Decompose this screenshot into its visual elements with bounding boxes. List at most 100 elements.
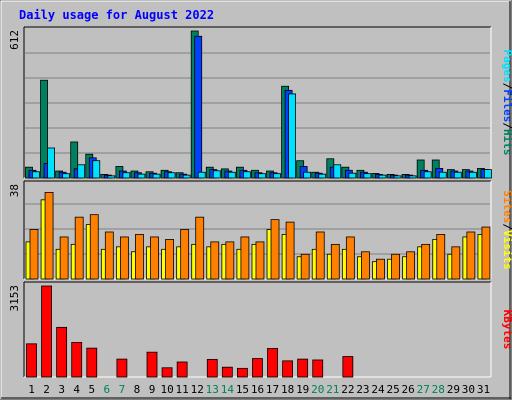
bar-visits-sites-day-2	[44, 192, 54, 280]
bar-visits-sites-day-6	[104, 231, 114, 280]
x-label-day-5: 5	[88, 383, 95, 396]
bar-hits-pages-day-27	[423, 171, 432, 179]
bar-kbytes-kbytes-day-17	[267, 348, 278, 378]
chart-title: Daily usage for August 2022	[19, 8, 214, 22]
bar-hits-pages-day-23	[363, 173, 372, 179]
bar-visits-sites-day-5	[89, 214, 99, 280]
bar-hits-pages-day-18	[288, 93, 297, 179]
bar-kbytes-kbytes-day-10	[161, 367, 173, 378]
bar-visits-sites-day-8	[135, 234, 144, 280]
x-label-day-29: 29	[447, 383, 460, 396]
panel-visits-legend: Sites/Visits	[501, 190, 512, 270]
bar-hits-pages-day-28	[438, 171, 447, 179]
bar-hits-pages-day-8	[137, 173, 146, 179]
legend-entry-visits-1: /	[501, 223, 512, 230]
bar-kbytes-kbytes-day-5	[86, 347, 98, 378]
x-label-day-10: 10	[160, 383, 173, 396]
bar-hits-pages-day-16	[258, 173, 266, 179]
bar-visits-sites-day-23	[361, 251, 370, 280]
x-label-day-24: 24	[371, 383, 385, 396]
bar-hits-pages-day-1	[32, 171, 40, 179]
panel-kbytes-legend: KBytes	[501, 310, 512, 350]
x-label-day-6: 6	[104, 383, 111, 396]
bar-visits-sites-day-11	[180, 229, 190, 280]
bar-kbytes-kbytes-day-19	[297, 358, 309, 378]
bar-hits-pages-day-13	[212, 170, 221, 179]
bar-visits-sites-day-14	[225, 241, 235, 280]
x-label-day-27: 27	[417, 383, 430, 396]
bar-hits-pages-day-26	[408, 175, 417, 179]
bar-hits-pages-day-3	[62, 173, 71, 179]
bar-hits-pages-day-15	[242, 171, 251, 179]
x-label-day-28: 28	[432, 383, 445, 396]
bar-kbytes-kbytes-day-20	[312, 359, 324, 378]
bar-visits-sites-day-19	[300, 253, 310, 280]
x-axis-labels: 1 2 3 4 5 6 7 8 9 10 11 12 13 14 15 16 17 18 19 20 21 22 23 24 2…	[28, 383, 490, 396]
x-label-day-17: 17	[266, 383, 279, 396]
x-label-day-9: 9	[149, 383, 156, 396]
x-label-day-26: 26	[402, 383, 415, 396]
chart-panels: 612Pages/Files/Hits38Sites/Visits3153KBy…	[8, 26, 512, 378]
bar-hits-pages-day-17	[273, 173, 281, 179]
legend-entry-hits-2: Files	[501, 89, 512, 122]
bar-visits-sites-day-29	[451, 246, 461, 280]
bar-kbytes-kbytes-day-3	[56, 326, 68, 378]
x-label-day-23: 23	[356, 383, 369, 396]
bar-hits-pages-day-22	[348, 172, 357, 179]
x-label-day-11: 11	[176, 383, 189, 396]
bar-hits-pages-day-10	[167, 172, 176, 179]
x-label-day-21: 21	[326, 383, 339, 396]
bar-hits-pages-day-20	[318, 173, 327, 179]
bar-hits-pages-day-4	[77, 164, 86, 179]
x-label-day-31: 31	[477, 383, 490, 396]
bar-kbytes-kbytes-day-13	[206, 358, 218, 378]
x-label-day-25: 25	[386, 383, 399, 396]
bar-visits-sites-day-27	[421, 243, 431, 280]
bar-hits-pages-day-31	[484, 169, 492, 179]
bar-kbytes-kbytes-day-16	[252, 358, 263, 378]
legend-entry-visits-0: Sites	[501, 190, 512, 223]
x-label-day-16: 16	[251, 383, 264, 396]
bar-visits-sites-day-1	[29, 229, 39, 280]
bar-hits-pages-day-12	[197, 171, 206, 179]
bar-kbytes-kbytes-day-4	[71, 341, 83, 378]
bar-hits-pages-day-2	[47, 147, 55, 179]
panel-kbytes: 3153 KBytes	[8, 281, 512, 378]
bar-visits-sites-day-18	[285, 221, 295, 280]
panel-hits-ymax-label: 612	[8, 30, 21, 50]
bar-kbytes-kbytes-day-7	[116, 358, 128, 378]
bar-visits-sites-day-3	[59, 236, 69, 280]
bar-visits-sites-day-16	[255, 241, 265, 280]
bar-hits-pages-day-19	[303, 171, 312, 179]
bar-kbytes-kbytes-day-14	[221, 366, 233, 378]
bar-visits-sites-day-12	[195, 216, 205, 280]
bar-hits-pages-day-29	[453, 171, 462, 179]
bar-visits-sites-day-4	[74, 216, 84, 280]
bar-visits-sites-day-22	[345, 236, 355, 280]
bar-kbytes-kbytes-day-15	[236, 367, 248, 378]
legend-entry-hits-3: /	[501, 122, 512, 129]
bar-kbytes-kbytes-day-11	[176, 361, 188, 378]
bar-hits-pages-day-14	[227, 171, 236, 179]
bar-hits-pages-day-7	[122, 172, 131, 179]
bar-visits-sites-day-9	[150, 236, 159, 280]
bar-visits-sites-day-30	[466, 231, 476, 280]
bar-visits-sites-day-21	[330, 243, 340, 280]
bar-hits-files-day-12	[194, 35, 203, 179]
legend-entry-visits-2: Visits	[501, 230, 512, 270]
bar-kbytes-kbytes-day-2	[41, 285, 52, 378]
bar-kbytes-kbytes-day-22	[342, 356, 354, 378]
bar-visits-sites-day-15	[240, 236, 250, 280]
bar-visits-sites-day-10	[165, 239, 174, 280]
bar-kbytes-kbytes-day-9	[146, 351, 158, 378]
panel-visits-ymax-label: 38	[8, 184, 21, 197]
bar-visits-sites-day-26	[406, 251, 416, 280]
x-label-day-12: 12	[191, 383, 204, 396]
bar-visits-sites-day-24	[376, 258, 385, 280]
bar-hits-pages-day-30	[468, 171, 477, 179]
x-label-day-8: 8	[134, 383, 141, 396]
x-label-day-1: 1	[28, 383, 35, 396]
bar-hits-pages-day-9	[152, 173, 161, 179]
